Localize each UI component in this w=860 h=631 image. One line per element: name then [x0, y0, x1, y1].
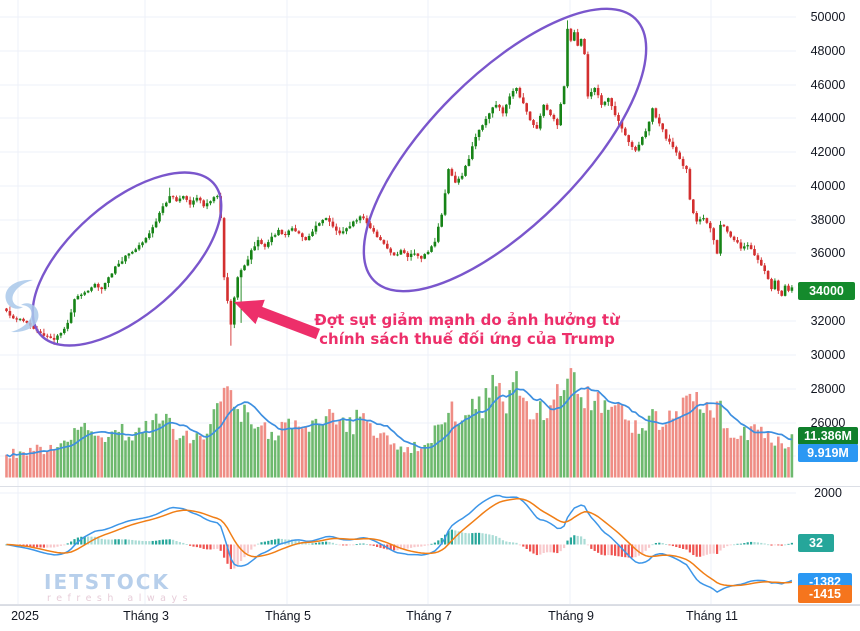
price-tick-label: 48000	[810, 44, 846, 58]
price-tick-label: 38000	[810, 213, 846, 227]
price-tick-label: 42000	[810, 145, 846, 159]
macd-line	[6, 494, 793, 593]
annotation-line1: Đợt sụt giảm mạnh do ảnh hưởng từ	[314, 311, 620, 329]
price-tick-label: 46000	[810, 78, 846, 92]
time-tick-label: Tháng 9	[548, 609, 594, 623]
trend-ellipse-drawing[interactable]	[321, 0, 689, 334]
price-tick-label: 28000	[810, 382, 846, 396]
time-tick-label: Tháng 3	[123, 609, 169, 623]
drawings-layer[interactable]	[3, 0, 688, 377]
price-tick-label: 32000	[810, 314, 846, 328]
macd-layer	[5, 494, 793, 593]
price-tick-label: 26000	[810, 416, 846, 430]
annotation-line2: chính sách thuế đối ứng của Trump	[319, 329, 615, 348]
price-tick-label: 36000	[810, 246, 846, 260]
candles-layer	[5, 20, 794, 346]
macd-signal-badge: -1415	[798, 585, 852, 603]
macd-hist-badge: 32	[798, 534, 834, 552]
volume-ma-line	[6, 386, 793, 458]
time-tick-label: Tháng 11	[686, 609, 738, 623]
macd-signal-line	[6, 498, 792, 587]
price-tick-label: 50000	[810, 10, 846, 24]
price-tick-label: 2000	[814, 486, 842, 500]
time-axis[interactable]: 2025 Tháng 3 Tháng 5 Tháng 7 Tháng 9 Tháng 11	[0, 605, 860, 631]
price-tick-label: 40000	[810, 179, 846, 193]
volume-ma-badge: 9.919M	[798, 444, 858, 462]
volume-badge: 11.386M	[798, 427, 858, 445]
time-tick-label: Tháng 7	[406, 609, 452, 623]
annotation-text[interactable]: Đợt sụt giảm mạnh do ảnh hưởng từ chính …	[306, 311, 628, 348]
grid-layer	[0, 0, 860, 608]
price-tick-label: 44000	[810, 111, 846, 125]
volume-layer	[5, 368, 794, 478]
time-tick-label: 2025	[11, 609, 39, 623]
last-price-badge: 34000	[798, 282, 855, 300]
annotation-arrow[interactable]	[234, 299, 320, 340]
time-tick-label: Tháng 5	[265, 609, 311, 623]
trend-ellipse-drawing[interactable]	[3, 141, 250, 376]
price-tick-label: 30000	[810, 348, 846, 362]
